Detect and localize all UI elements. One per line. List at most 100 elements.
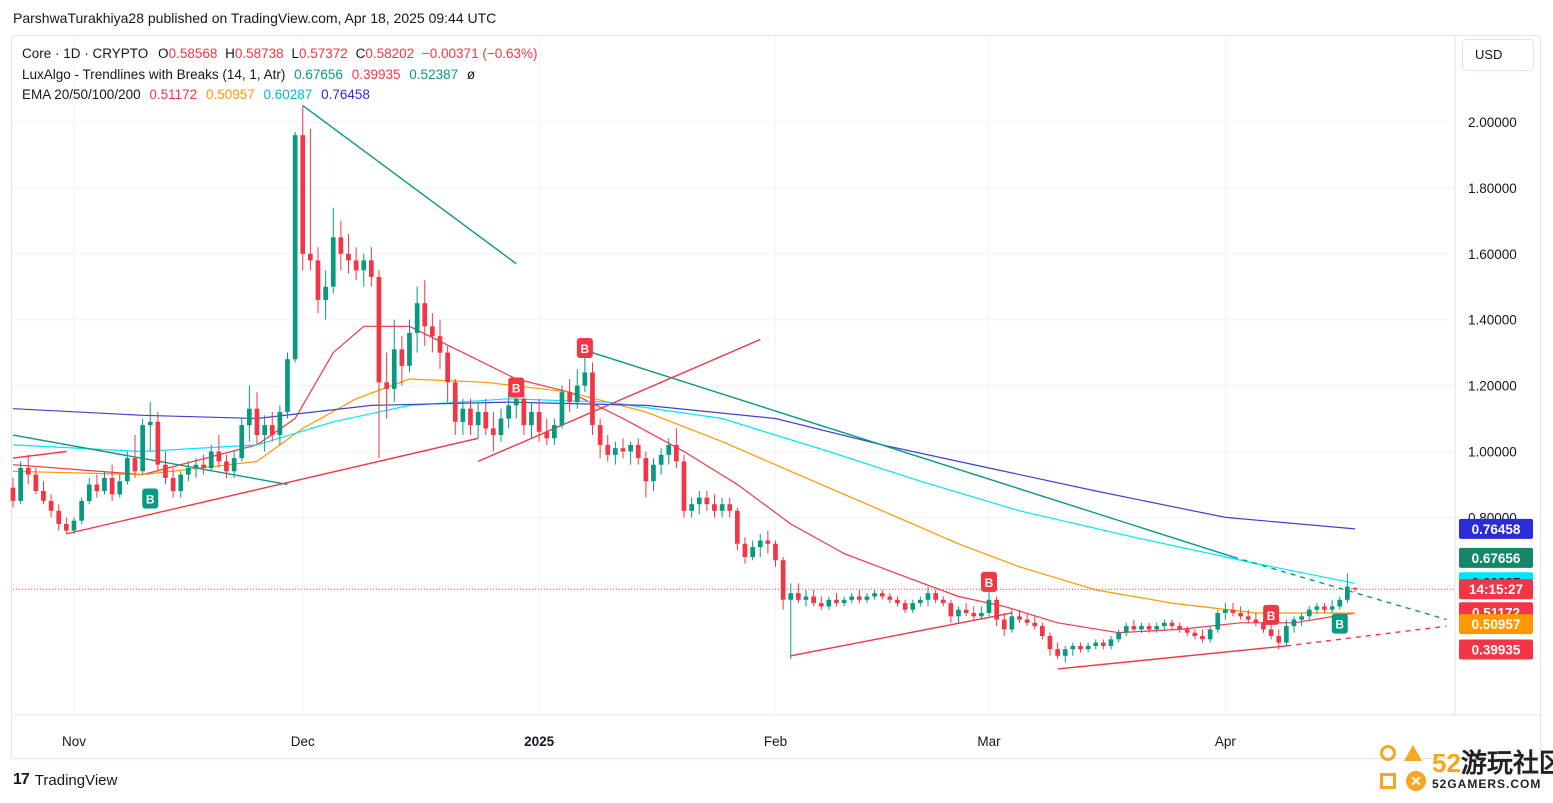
watermark-url: 52GAMERS.COM	[1432, 777, 1542, 791]
candle-body	[689, 504, 694, 511]
price-label-text: 14:15:27	[1469, 582, 1523, 597]
legend-ema-v3: 0.60287	[263, 87, 313, 102]
break-marker-label: B	[1335, 618, 1344, 632]
candle-body	[277, 412, 283, 436]
candle-body	[1345, 586, 1350, 600]
candle-body	[285, 359, 290, 412]
candle-body	[25, 468, 31, 475]
candle-body	[216, 451, 222, 462]
legend-luxalgo-row[interactable]: LuxAlgo - Trendlines with Breaks (14, 1,…	[22, 65, 537, 86]
candle-body	[109, 477, 115, 495]
candle-body	[1169, 622, 1175, 627]
trendline-up	[477, 338, 761, 463]
candle-body	[170, 477, 176, 492]
candle-body	[925, 593, 931, 600]
trendline-down	[1232, 556, 1447, 621]
candle-body	[796, 593, 801, 600]
legend-ohlc-row[interactable]: Core · 1D · CRYPTO O0.58568 H0.58738 L0.…	[22, 44, 537, 65]
candle-body	[1017, 616, 1022, 620]
candle-body	[1123, 626, 1129, 633]
candle-body	[696, 497, 702, 505]
candle-body	[757, 540, 763, 548]
candle-body	[361, 260, 367, 271]
break-marker-bg	[981, 571, 997, 592]
legend-luxalgo-name[interactable]: LuxAlgo - Trendlines with Breaks (14, 1,…	[22, 66, 286, 82]
break-marker-label: B	[985, 576, 994, 590]
candle-body	[1177, 626, 1182, 630]
price-label-text: 0.76458	[1472, 522, 1521, 537]
price-label-bg	[1459, 639, 1533, 660]
candle-body	[41, 491, 46, 501]
legend-ema-v4: 0.76458	[321, 87, 370, 102]
candle-body	[918, 599, 923, 604]
legend-change: −0.00371 (−0.63%)	[421, 46, 538, 61]
candle-body	[491, 428, 496, 435]
legend-ema-row[interactable]: EMA 20/50/100/200 0.51172 0.50957 0.6028…	[22, 85, 537, 106]
candle-body	[1093, 642, 1099, 646]
legend-symbol[interactable]: Core · 1D · CRYPTO	[22, 46, 149, 61]
currency-button[interactable]: USD	[1462, 39, 1534, 71]
trendline-up	[66, 437, 479, 535]
legend-low-label: L	[291, 46, 299, 61]
candle-body	[681, 461, 687, 511]
candle-body	[613, 448, 618, 455]
price-label-text: 0.50957	[1472, 617, 1521, 632]
price-tick-label: 1.20000	[1468, 379, 1517, 394]
candle-body	[605, 444, 611, 455]
candle-body	[818, 603, 824, 607]
candle-body	[887, 596, 893, 600]
candle-body	[1108, 639, 1114, 646]
candle-body	[117, 481, 123, 495]
candle-body	[79, 500, 84, 521]
time-axis[interactable]: Nov Dec 2025 Feb Mar Apr	[62, 734, 1236, 749]
candle-body	[338, 237, 344, 254]
candle-body	[971, 613, 977, 617]
tradingview-brand: TradingView	[34, 771, 118, 789]
candle-body	[1055, 649, 1060, 656]
candle-body	[1139, 626, 1144, 630]
candle-body	[224, 461, 229, 472]
candle-body	[414, 303, 420, 333]
price-tick-label: 1.00000	[1468, 445, 1517, 460]
time-tick-label: 2025	[524, 734, 555, 749]
candle-body	[430, 326, 435, 337]
candle-body	[231, 458, 237, 472]
price-axis[interactable]: 2.00000 1.80000 1.60000 1.40000 1.20000 1.000…	[1468, 115, 1517, 525]
candle-body	[834, 599, 839, 604]
watermark-cross-icon: ✕	[1406, 771, 1426, 791]
trendline-up	[1057, 645, 1287, 670]
candle-body	[475, 412, 481, 426]
candle-body	[147, 421, 153, 426]
tradingview-logo[interactable]: 17 TradingView	[13, 771, 117, 789]
candle-body	[979, 613, 984, 617]
candle-body	[597, 425, 603, 445]
candle-body	[407, 332, 412, 366]
legend-high: 0.58738	[234, 46, 284, 61]
candle-body	[567, 392, 572, 403]
candle-body	[803, 596, 809, 600]
candle-body	[1009, 616, 1015, 630]
legend-luxalgo-v1: 0.67656	[294, 66, 343, 82]
candle-body	[582, 372, 588, 386]
price-labels: 0.764580.676560.6028714:15:270.511720.50…	[1459, 518, 1533, 660]
legend[interactable]: Core · 1D · CRYPTO O0.58568 H0.58738 L0.…	[22, 44, 537, 106]
candle-body	[1101, 642, 1106, 646]
candle-body	[376, 276, 382, 383]
candle-body	[1078, 645, 1083, 650]
candle-body	[1314, 606, 1320, 610]
candles[interactable]	[10, 105, 1358, 663]
candle-body	[10, 487, 16, 501]
break-markers: B B B B B B	[142, 337, 1348, 634]
candle-body	[48, 500, 54, 511]
legend-ema-name[interactable]: EMA 20/50/100/200	[22, 87, 141, 102]
legend-open: 0.58568	[168, 46, 218, 61]
trendline-down	[592, 351, 1234, 558]
candle-body	[308, 253, 313, 261]
candle-body	[239, 425, 245, 459]
candle-body	[1040, 626, 1045, 636]
watermark-triangle-icon	[1404, 745, 1422, 761]
candle-body	[811, 596, 816, 604]
break-marker-bg	[508, 377, 525, 398]
candle-body	[841, 599, 847, 604]
